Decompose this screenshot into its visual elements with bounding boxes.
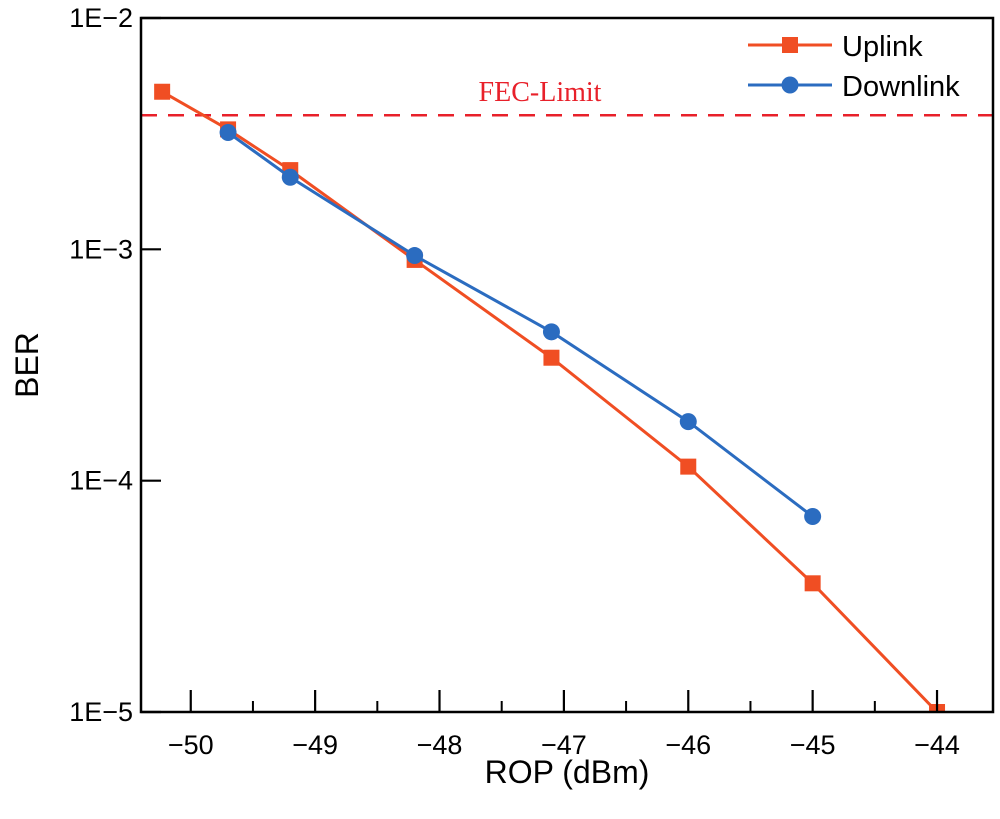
x-tick-label: −47: [541, 730, 587, 760]
legend-label: Downlink: [842, 71, 960, 103]
downlink-point: [804, 508, 822, 526]
uplink-point: [543, 349, 560, 366]
y-tick-label: 1E−4: [69, 466, 133, 496]
downlink-point: [219, 123, 237, 141]
x-tick-label: −44: [914, 730, 960, 760]
downlink-point: [406, 247, 424, 265]
y-axis-title: BER: [9, 332, 45, 398]
x-tick-label: −46: [665, 730, 711, 760]
y-axis: 1E−5 1E−4 1E−3 1E−2: [69, 3, 161, 727]
x-axis: −50 −49 −48 −47 −46 −45 −44: [168, 690, 960, 760]
uplink-point: [804, 575, 821, 592]
plot-frame: [139, 16, 995, 714]
legend-square-marker: [782, 37, 798, 53]
x-tick-label: −50: [168, 730, 214, 760]
y-tick-label: 1E−3: [69, 234, 133, 264]
legend-label: Uplink: [842, 31, 923, 63]
legend-circle-marker: [781, 76, 799, 94]
series-line-uplink: [161, 90, 939, 712]
x-tick-label: −49: [292, 730, 338, 760]
x-tick-label: −48: [417, 730, 463, 760]
plot-content: [141, 83, 993, 712]
downlink-point: [542, 323, 560, 341]
x-tick-label: −45: [790, 730, 836, 760]
downlink-point: [679, 413, 697, 431]
y-tick-label: 1E−5: [69, 697, 133, 727]
uplink-point: [154, 83, 171, 100]
y-tick-label: 1E−2: [69, 3, 133, 33]
uplink-point: [680, 458, 697, 475]
fec-limit-label: FEC-Limit: [479, 77, 602, 108]
x-axis-title: ROP (dBm): [485, 754, 650, 790]
downlink-point: [281, 168, 299, 186]
series-line-downlink: [227, 131, 814, 518]
legend: Uplink Downlink: [748, 31, 960, 103]
